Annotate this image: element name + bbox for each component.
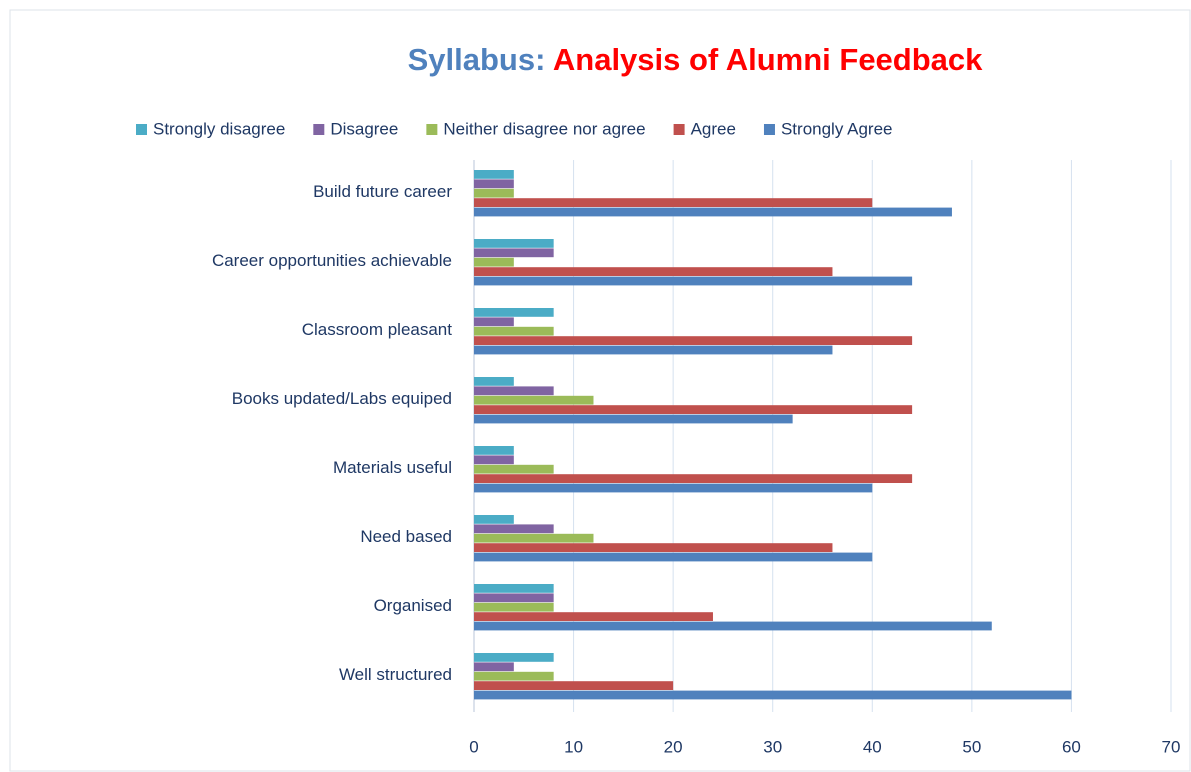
bar [474,446,514,455]
bar [474,464,554,474]
legend-label: Strongly disagree [153,119,285,138]
legend-swatch [136,124,147,135]
title-part: Syllabus: [408,42,546,77]
chart-title: Syllabus: Analysis of Alumni Feedback [408,42,984,77]
x-tick-label: 0 [469,737,478,756]
bar [474,414,793,424]
bar [474,483,873,493]
bar [474,602,554,612]
bar [474,257,514,267]
x-tick-label: 40 [863,737,882,756]
y-tick-label: Well structured [339,665,452,684]
bar [474,671,554,681]
bar [474,524,554,534]
bar [474,207,952,217]
chart-frame [9,9,1191,772]
bar [474,533,594,543]
x-tick-label: 30 [763,737,782,756]
bar [474,198,873,207]
bar [474,612,713,621]
bar [474,239,554,248]
bar [474,248,554,258]
x-tick-label: 60 [1062,737,1081,756]
bar [474,179,514,189]
x-tick-label: 20 [664,737,683,756]
legend-swatch [673,124,685,135]
bar [474,552,873,562]
bar [474,317,514,327]
bar [474,593,554,603]
bar [474,405,913,414]
legend-label: Agree [691,119,736,138]
title-part: Analysis of Alumni Feedback [553,42,983,77]
bar [474,188,514,198]
y-tick-label: Organised [374,596,452,615]
x-tick-label: 70 [1162,737,1181,756]
bar [474,681,674,690]
y-tick-label: Materials useful [333,458,452,477]
bar [474,543,833,552]
y-tick-label: Books updated/Labs equiped [232,389,452,408]
bar [474,455,514,465]
legend-label: Disagree [330,119,398,138]
bar [474,170,514,179]
y-tick-label: Need based [360,527,452,546]
y-tick-label: Classroom pleasant [302,320,453,339]
bar [474,326,554,336]
bar [474,621,992,631]
bar [474,690,1072,700]
bar [474,515,514,524]
y-tick-label: Career opportunities achievable [212,251,452,270]
bar [474,662,514,672]
legend-swatch [763,124,775,135]
bar [474,377,514,386]
legend-label: Neither disagree nor agree [443,119,645,138]
bar [474,653,554,662]
legend-swatch [426,124,438,135]
bar [474,267,833,276]
legend-swatch [313,124,325,135]
y-tick-label: Build future career [313,182,452,201]
bar [474,276,913,286]
bar [474,336,913,345]
x-tick-label: 50 [962,737,981,756]
x-tick-label: 10 [564,737,583,756]
bar [474,386,554,396]
legend-label: Strongly Agree [781,119,893,138]
bar [474,395,594,405]
bar [474,584,554,593]
bar [474,474,913,483]
bar [474,308,554,317]
bar [474,345,833,355]
